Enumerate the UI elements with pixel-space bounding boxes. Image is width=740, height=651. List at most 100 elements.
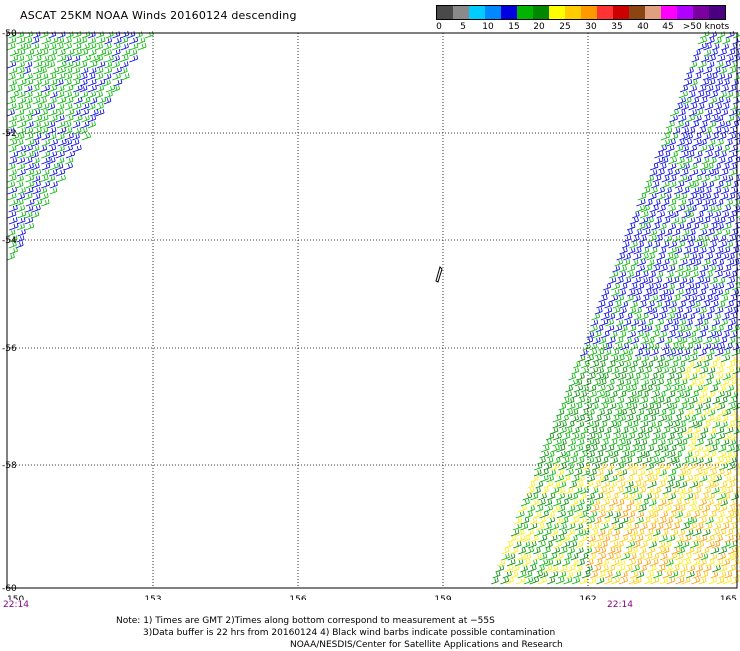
wind-barb: [645, 277, 654, 285]
wind-barb: [685, 300, 695, 309]
map-title: ASCAT 25KM NOAA Winds 20160124 descendin…: [20, 9, 297, 22]
wind-barb: [683, 223, 692, 231]
wind-barb: [677, 301, 686, 309]
wind-barb: [692, 307, 701, 315]
wind-barb: [656, 337, 665, 345]
wind-barb: [516, 553, 526, 561]
wind-barb: [675, 576, 685, 585]
wind-barb: [505, 541, 513, 549]
wind-barb: [717, 48, 727, 57]
wind-barb: [533, 511, 542, 519]
wind-barb: [662, 402, 672, 411]
wind-barb: [695, 523, 704, 531]
wind-barb: [32, 168, 42, 177]
wind-barb: [617, 373, 627, 381]
wind-barb: [7, 210, 17, 219]
wind-barb: [687, 438, 697, 447]
wind-barb: [646, 337, 655, 345]
wind-barb: [736, 156, 740, 159]
legend-swatch: [485, 6, 501, 19]
wind-barb: [540, 487, 549, 495]
wind-barb: [698, 229, 708, 237]
wind-barb: [701, 199, 711, 207]
wind-barb: [570, 493, 579, 501]
wind-barb: [725, 216, 735, 225]
wind-barb: [611, 576, 620, 585]
wind-barb: [671, 397, 680, 405]
wind-barb: [711, 319, 720, 327]
wind-barb: [681, 187, 690, 195]
wind-barb: [617, 391, 627, 399]
wind-barb: [15, 109, 25, 117]
wind-barb: [712, 415, 721, 423]
wind-barb: [596, 300, 606, 309]
wind-barb: [627, 247, 636, 255]
wind-barb: [587, 475, 595, 483]
wind-barb: [619, 301, 629, 309]
legend-tick-label: 5: [460, 22, 466, 32]
wind-barb: [702, 487, 711, 495]
wind-barb: [677, 217, 686, 225]
wind-barb: [724, 487, 734, 495]
wind-barb: [48, 49, 58, 57]
wind-barb: [648, 438, 658, 447]
wind-barb: [697, 85, 707, 93]
wind-barb: [80, 67, 89, 75]
wind-barb: [560, 474, 571, 483]
wind-barb: [677, 174, 688, 183]
wind-barb: [589, 571, 598, 579]
wind-barb: [674, 288, 684, 297]
wind-barb: [658, 307, 668, 315]
wind-barb: [728, 439, 736, 447]
wind-barb: [695, 565, 703, 573]
wind-barb: [722, 409, 731, 417]
wind-barb: [735, 320, 740, 327]
wind-barb: [40, 61, 50, 69]
wind-barb: [73, 43, 82, 51]
wind-barb: [720, 354, 731, 363]
wind-barb: [711, 210, 722, 219]
wind-barb: [667, 331, 676, 339]
wind-barb: [553, 499, 562, 507]
wind-barb: [666, 138, 676, 147]
wind-barb: [670, 522, 680, 531]
wind-barb: [617, 271, 627, 279]
wind-barb: [120, 43, 129, 51]
wind-barb: [720, 187, 729, 195]
wind-barb: [615, 277, 624, 285]
wind-barb: [609, 475, 618, 483]
wind-barb: [699, 325, 709, 333]
wind-barb: [695, 90, 705, 99]
wind-barb: [653, 259, 662, 267]
wind-barb: [40, 73, 49, 81]
wind-barb: [8, 138, 18, 147]
wind-barb: [658, 163, 667, 171]
wind-barb: [613, 384, 624, 393]
wind-barb: [636, 486, 647, 495]
wind-barb: [643, 426, 653, 435]
wind-barb: [667, 451, 676, 459]
wind-barb: [653, 570, 663, 579]
wind-barb: [693, 361, 702, 369]
wind-barb: [625, 516, 635, 525]
wind-barb: [715, 247, 724, 255]
wind-barb: [31, 43, 40, 51]
wind-barb: [24, 31, 33, 39]
wind-barb: [525, 487, 535, 495]
wind-barb: [697, 355, 706, 363]
wind-barb: [715, 282, 725, 291]
wind-barb: [668, 301, 677, 309]
wind-barb: [636, 511, 645, 519]
wind-barb: [716, 528, 727, 537]
wind-barb: [724, 571, 733, 579]
wind-barb: [673, 186, 683, 195]
latitude-label: -56: [2, 344, 17, 354]
wind-barb: [103, 97, 112, 105]
wind-barb: [521, 558, 531, 567]
wind-barb: [562, 451, 571, 459]
wind-barb: [672, 481, 681, 489]
wind-barb: [714, 265, 724, 273]
wind-barb: [586, 493, 595, 501]
wind-barb: [87, 84, 97, 93]
wind-barb: [737, 420, 740, 423]
